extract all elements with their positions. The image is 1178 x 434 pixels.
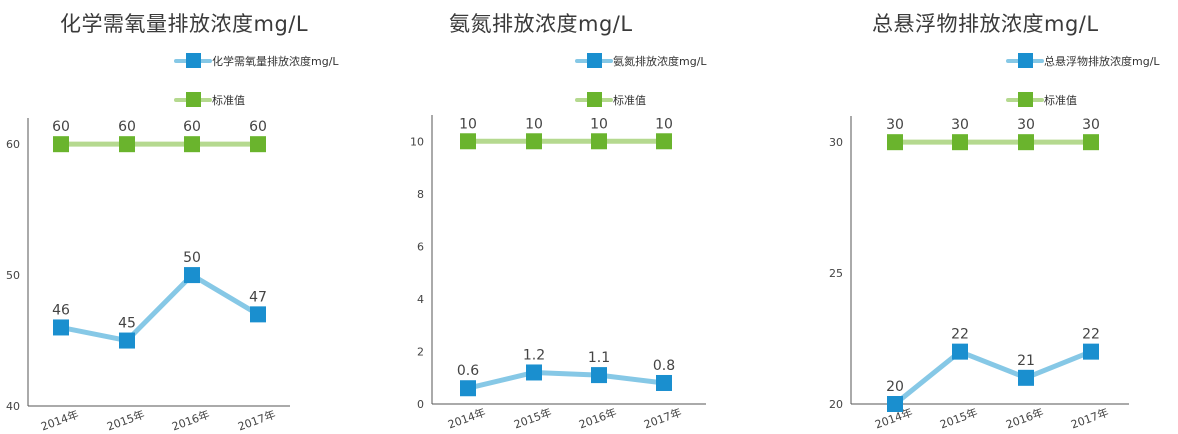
data-point-standard — [250, 136, 266, 153]
x-tick-label: 2017年 — [642, 405, 683, 431]
series-line-measured — [58, 272, 261, 344]
data-label-measured: 20 — [886, 379, 904, 395]
legend-square-marker-icon — [186, 53, 201, 68]
data-point-standard — [591, 133, 607, 150]
data-label-standard: 30 — [1017, 117, 1035, 133]
legend-square-marker-icon — [587, 92, 602, 107]
legend-label: 总悬浮物排放浓度mg/L — [1044, 55, 1160, 68]
chart-plot: 0 2 4 6 8 10 2014年 2015年 2016年 2017年 10 10 10 10 0.6 1.… — [410, 115, 706, 431]
chart-panel-suspended-solids: 总悬浮物排放浓度mg/L 总悬浮物排放浓度mg/L 标准值 20 25 30 2014… — [784, 0, 1176, 434]
data-label-measured: 1.2 — [523, 347, 545, 363]
data-point-standard — [656, 133, 672, 150]
x-tick-label: 2014年 — [446, 405, 487, 431]
series-line-measured — [892, 349, 1094, 407]
data-label-standard: 60 — [249, 119, 267, 135]
y-tick-label: 2 — [417, 345, 424, 358]
x-tick-label: 2016年 — [1004, 405, 1045, 431]
legend-square-marker-icon — [186, 92, 201, 107]
x-tick-label: 2017年 — [236, 407, 277, 433]
chart-panel-ammonia: 氨氮排放浓度mg/L 氨氮排放浓度mg/L 标准值 0 2 4 6 8 10 2014年 20… — [392, 0, 784, 434]
y-tick-label: 25 — [829, 267, 843, 280]
data-label-measured: 0.6 — [457, 363, 479, 379]
data-point-measured — [119, 332, 135, 349]
data-point-standard — [1018, 134, 1034, 151]
chart-title: 氨氮排放浓度mg/L — [449, 12, 633, 36]
data-point-standard — [460, 133, 476, 150]
data-point-measured — [1018, 369, 1034, 386]
data-label-measured: 22 — [1082, 327, 1100, 343]
data-label-measured: 45 — [118, 316, 136, 332]
legend-label: 标准值 — [212, 94, 245, 107]
data-label-standard: 10 — [459, 116, 477, 132]
data-point-measured — [952, 343, 968, 360]
legend-label: 标准值 — [613, 94, 646, 107]
legend-square-marker-icon — [587, 53, 602, 68]
data-label-standard: 10 — [525, 116, 543, 132]
legend-label: 化学需氧量排放浓度mg/L — [212, 55, 339, 68]
x-tick-label: 2014年 — [39, 407, 80, 433]
data-label-measured: 46 — [52, 302, 70, 318]
x-tick-label: 2016年 — [170, 407, 211, 433]
legend-square-marker-icon — [1018, 53, 1033, 68]
data-label-measured: 47 — [249, 289, 267, 305]
x-tick-label: 2015年 — [938, 405, 979, 431]
data-label-standard: 60 — [118, 119, 136, 135]
y-tick-label: 10 — [410, 135, 424, 148]
x-tick-label: 2015年 — [512, 405, 553, 431]
data-point-standard — [1083, 134, 1099, 151]
data-point-standard — [952, 134, 968, 151]
chart-panel-cod: 化学需氧量排放浓度mg/L 化学需氧量排放浓度mg/L 标准值 40 50 60 20… — [0, 0, 392, 434]
y-tick-label: 0 — [417, 398, 424, 411]
data-point-standard — [526, 133, 542, 150]
data-point-standard — [184, 136, 200, 153]
data-label-measured: 50 — [183, 250, 201, 266]
y-tick-label: 40 — [6, 400, 20, 413]
series-line-measured — [465, 369, 667, 391]
data-point-measured — [1083, 343, 1099, 360]
y-tick-label: 8 — [417, 188, 424, 201]
data-label-measured: 21 — [1017, 353, 1035, 369]
data-point-measured — [184, 267, 200, 284]
data-label-measured: 1.1 — [588, 350, 610, 366]
chart-title: 总悬浮物排放浓度mg/L — [872, 12, 1099, 36]
data-point-measured — [591, 367, 607, 384]
legend-square-marker-icon — [1018, 92, 1033, 107]
y-tick-label: 6 — [417, 240, 424, 253]
data-label-standard: 30 — [951, 117, 969, 133]
data-point-measured — [656, 374, 672, 391]
y-tick-label: 50 — [6, 269, 20, 282]
data-point-standard — [119, 136, 135, 153]
data-label-standard: 30 — [886, 117, 904, 133]
data-label-standard: 10 — [590, 116, 608, 132]
y-tick-label: 30 — [829, 136, 843, 149]
chart-title: 化学需氧量排放浓度mg/L — [60, 12, 309, 36]
data-label-standard: 60 — [183, 119, 201, 135]
y-tick-label: 20 — [829, 398, 843, 411]
data-label-standard: 30 — [1082, 117, 1100, 133]
x-tick-label: 2016年 — [577, 405, 618, 431]
y-tick-label: 60 — [6, 138, 20, 151]
data-label-standard: 10 — [655, 116, 673, 132]
x-tick-label: 2015年 — [105, 407, 146, 433]
data-label-measured: 0.8 — [653, 358, 675, 374]
data-point-measured — [250, 306, 266, 323]
legend-label: 标准值 — [1044, 94, 1077, 107]
data-point-measured — [887, 396, 903, 412]
data-label-standard: 60 — [52, 119, 70, 135]
data-label-measured: 22 — [951, 327, 969, 343]
data-point-standard — [887, 134, 903, 151]
y-tick-label: 4 — [417, 293, 424, 306]
chart-plot: 40 50 60 2014年 2015年 2016年 2017年 60 60 60 60 46 45 50… — [6, 118, 290, 433]
data-point-measured — [526, 364, 542, 381]
data-point-measured — [53, 319, 69, 336]
data-point-standard — [53, 136, 69, 153]
x-tick-label: 2017年 — [1069, 405, 1110, 431]
data-point-measured — [460, 380, 476, 397]
legend-label: 氨氮排放浓度mg/L — [613, 55, 707, 68]
